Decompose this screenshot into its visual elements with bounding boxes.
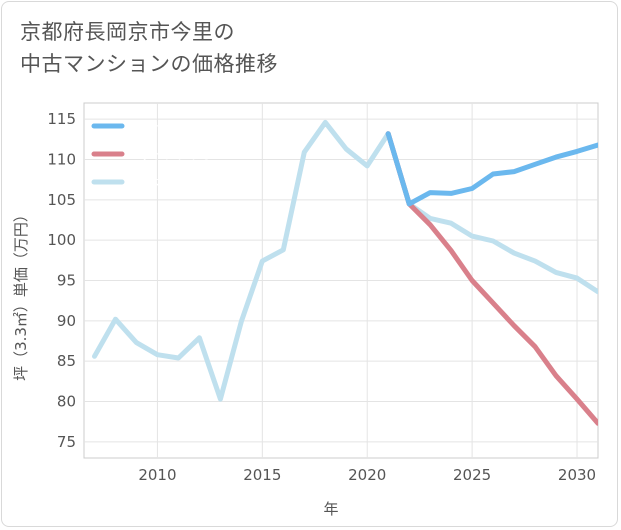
x-tick-label-2015: 2015 [243, 466, 281, 484]
series-line-0 [385, 131, 598, 207]
y-tick-label-115: 115 [47, 110, 76, 128]
y-tick-label-110: 110 [47, 150, 76, 168]
x-tick-label-2020: 2020 [348, 466, 386, 484]
x-tick-label-2030: 2030 [558, 466, 596, 484]
y-tick-label-80: 80 [57, 393, 76, 411]
chart-title-line2: 中古マンションの価格推移 [20, 52, 278, 76]
legend-item-2: ノーマルシナリオ [91, 176, 224, 190]
y-tick-label-85: 85 [57, 352, 76, 370]
legend-label: ノーマルシナリオ [128, 176, 224, 190]
y-tick-label-75: 75 [57, 433, 76, 451]
y-tick-label-90: 90 [57, 312, 76, 330]
y-tick-label-100: 100 [47, 231, 76, 249]
legend-item-1: バッドシナリオ [91, 148, 212, 162]
y-tick-label-105: 105 [47, 191, 76, 209]
chart-title: 京都府長岡京市今里の 中古マンションの価格推移 [20, 16, 540, 80]
legend-item-0: グッドシナリオ [91, 120, 212, 134]
series-line-2 [92, 119, 598, 402]
series-line-1 [385, 131, 598, 426]
chart-title-line1: 京都府長岡京市今里の [20, 20, 235, 44]
x-tick-label-2025: 2025 [453, 466, 491, 484]
y-axis-ticks: 75 80 85 90 95 100 105 110 115 [47, 110, 76, 451]
legend-label: バッドシナリオ [128, 148, 212, 162]
x-axis-ticks: 2010 2015 2020 2025 2030 [138, 466, 596, 484]
x-tick-label-2010: 2010 [138, 466, 176, 484]
y-axis-title: 坪（3.3㎡）単価（万円） [12, 207, 30, 381]
y-tick-label-95: 95 [57, 272, 76, 290]
x-axis-title: 年 [323, 500, 338, 518]
series-lines [92, 119, 598, 426]
gridlines [84, 103, 598, 458]
legend-label: グッドシナリオ [128, 120, 212, 134]
